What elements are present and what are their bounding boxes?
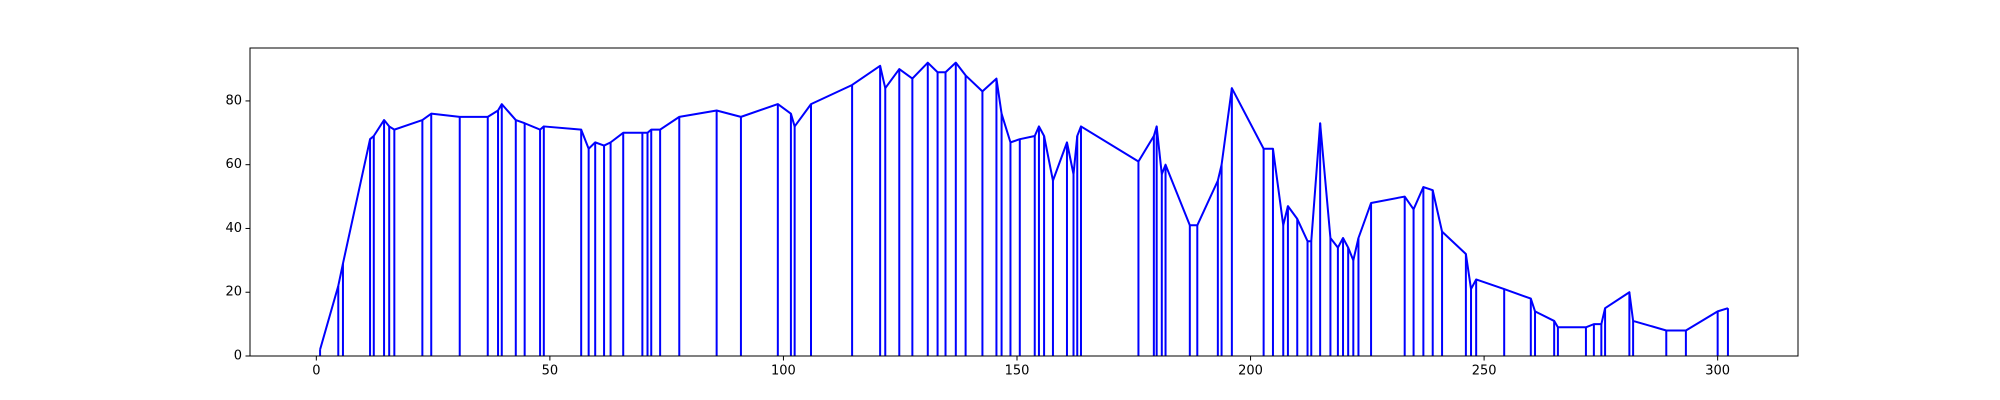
x-tick-label: 100 xyxy=(771,364,796,379)
y-tick-label: 0 xyxy=(234,349,242,364)
data-line xyxy=(319,61,1729,350)
plot-frame xyxy=(249,47,1799,357)
x-tick-label: 200 xyxy=(1238,364,1263,379)
y-tick-label: 60 xyxy=(225,157,242,172)
y-tick-label: 40 xyxy=(225,221,242,236)
x-tick-label: 300 xyxy=(1705,364,1730,379)
y-tick-label: 20 xyxy=(225,285,242,300)
x-tick-label: 250 xyxy=(1472,364,1497,379)
x-tick-label: 150 xyxy=(1005,364,1030,379)
x-tick-label: 50 xyxy=(542,364,559,379)
y-tick-label: 80 xyxy=(225,93,242,108)
x-tick-label: 0 xyxy=(312,364,320,379)
